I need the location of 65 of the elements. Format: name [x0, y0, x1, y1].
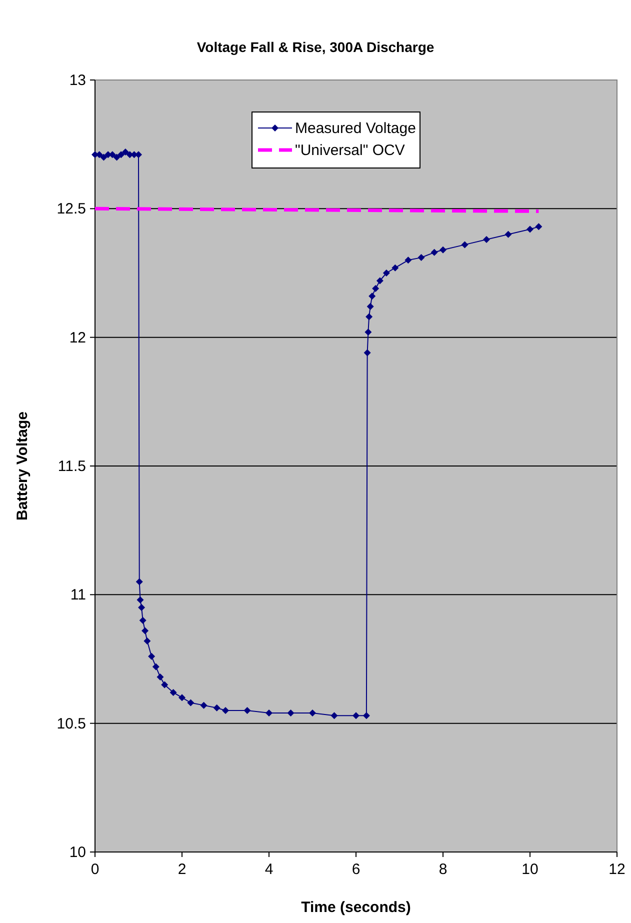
- point: [161, 681, 168, 688]
- legend-label: Measured Voltage: [295, 120, 416, 137]
- point: [200, 702, 208, 709]
- x-tick-label: 8: [438, 861, 448, 878]
- point: [461, 241, 468, 248]
- y-tick-label: 10.5: [56, 715, 86, 732]
- point: [142, 627, 149, 634]
- point: [152, 663, 160, 670]
- point: [170, 688, 177, 696]
- point: [118, 151, 125, 158]
- point: [266, 710, 272, 717]
- point: [382, 270, 390, 276]
- point: [244, 706, 251, 714]
- point: [504, 230, 512, 238]
- point: [135, 151, 142, 158]
- point: [526, 226, 534, 233]
- y-tick-label: 10: [69, 844, 86, 861]
- point: [309, 710, 316, 717]
- point: [372, 284, 380, 292]
- point: [366, 313, 373, 320]
- point: [368, 292, 376, 300]
- y-axis-title: Battery Voltage: [14, 412, 31, 520]
- point: [418, 254, 425, 262]
- point: [440, 246, 446, 254]
- point: [144, 637, 151, 644]
- y-tick-label: 13: [69, 72, 86, 89]
- point: [352, 712, 360, 720]
- point: [364, 328, 372, 336]
- x-tick-label: 6: [352, 861, 360, 878]
- point: [362, 712, 370, 720]
- point: [187, 699, 194, 706]
- point: [392, 264, 399, 272]
- x-tick-label: 0: [90, 861, 100, 878]
- point: [148, 652, 156, 660]
- point: [178, 694, 186, 702]
- point: [364, 349, 371, 356]
- point: [136, 578, 143, 586]
- point: [122, 148, 129, 156]
- point: [138, 604, 146, 612]
- y-tick-label: 11.5: [58, 458, 86, 475]
- x-axis-title: Time (seconds): [301, 899, 411, 916]
- point: [222, 706, 229, 714]
- y-tick-label: 11: [70, 586, 86, 604]
- y-tick-label: 12.5: [56, 200, 86, 218]
- point: [404, 256, 412, 264]
- point: [213, 704, 220, 712]
- point: [330, 712, 338, 720]
- x-tick-label: 12: [608, 861, 626, 878]
- point: [535, 223, 542, 230]
- y-tick-label: 12: [69, 329, 86, 346]
- x-tick-label: 2: [178, 861, 186, 878]
- point: [156, 674, 164, 681]
- x-tick-label: 4: [264, 861, 274, 878]
- point: [136, 596, 144, 604]
- point: [139, 616, 146, 624]
- point: [287, 710, 294, 717]
- point: [366, 302, 374, 310]
- legend-label: "Universal" OCV: [295, 142, 405, 159]
- point: [376, 277, 384, 284]
- point: [100, 154, 108, 161]
- point: [113, 154, 120, 161]
- chart-title: Voltage Fall & Rise, 300A Discharge: [196, 39, 434, 55]
- point: [430, 248, 438, 256]
- point: [483, 236, 490, 244]
- x-tick-label: 10: [522, 861, 538, 878]
